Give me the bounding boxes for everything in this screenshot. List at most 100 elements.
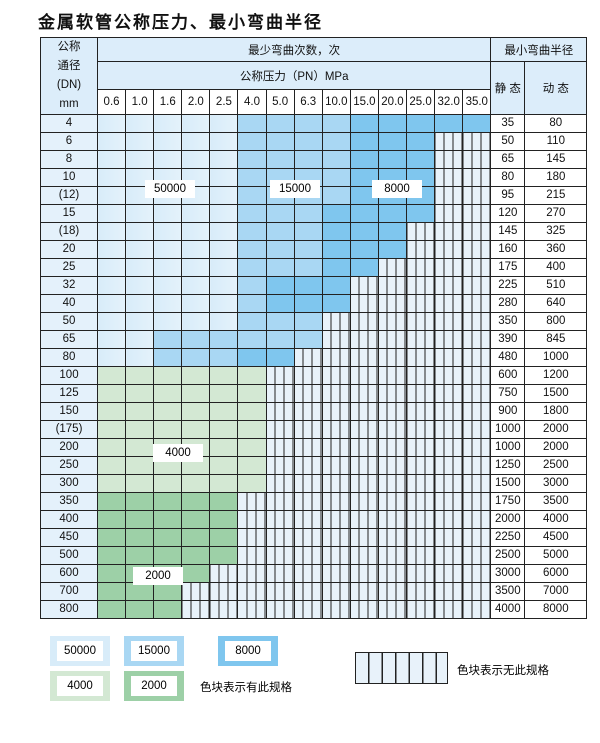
spec-cell [125, 438, 155, 457]
radius-header: 最小弯曲半径 [490, 37, 588, 62]
no-spec-cell [462, 492, 492, 511]
spec-cell [377, 132, 408, 151]
dynamic-radius-cell: 7000 [524, 582, 588, 601]
spec-cell [125, 384, 155, 403]
legend-swatch-2000: 2000 [124, 671, 184, 701]
table-row: 350 1750 3500 [40, 492, 588, 511]
spec-cell [96, 546, 127, 565]
spec-cell [349, 132, 379, 151]
no-spec-cell [293, 348, 323, 367]
no-spec-cell [406, 240, 436, 259]
spec-cell [321, 168, 351, 187]
no-spec-cell [293, 510, 323, 529]
spec-cell [293, 204, 323, 223]
table-row: 700 3500 7000 [40, 582, 588, 601]
spec-cell [209, 222, 239, 241]
no-spec-cell [406, 348, 436, 367]
spec-cell [434, 114, 464, 133]
no-spec-cell [349, 600, 379, 619]
no-spec-cell [377, 402, 408, 421]
no-spec-cell [434, 276, 464, 295]
spec-cell [181, 150, 211, 169]
pressure-col-header: 1.0 [125, 89, 155, 115]
spec-cell [125, 546, 155, 565]
table-row: 125 750 1500 [40, 384, 588, 403]
spec-cell [125, 276, 155, 295]
no-spec-cell [406, 258, 436, 277]
static-radius-cell: 145 [490, 222, 526, 241]
dynamic-radius-cell: 400 [524, 258, 588, 277]
dynamic-radius-cell: 8000 [524, 600, 588, 619]
no-spec-cell [434, 150, 464, 169]
no-spec-cell [265, 366, 295, 385]
no-spec-cell [434, 510, 464, 529]
spec-cell [209, 366, 239, 385]
dynamic-radius-cell: 1800 [524, 402, 588, 421]
no-spec-cell [406, 366, 436, 385]
dynamic-radius-cell: 4500 [524, 528, 588, 547]
legend-label: 50000 [57, 641, 103, 661]
spec-cell [96, 222, 127, 241]
spec-cell [293, 330, 323, 349]
dynamic-radius-cell: 1000 [524, 348, 588, 367]
spec-cell [125, 510, 155, 529]
spec-cell [153, 294, 183, 313]
no-spec-cell [462, 222, 492, 241]
no-spec-cell [237, 600, 267, 619]
no-spec-cell [293, 528, 323, 547]
no-spec-cell [462, 294, 492, 313]
no-spec-cell [265, 474, 295, 493]
static-radius-cell: 3000 [490, 564, 526, 583]
spec-cell [125, 456, 155, 475]
table-row: 400 2000 4000 [40, 510, 588, 529]
no-spec-cell [349, 366, 379, 385]
static-radius-cell: 280 [490, 294, 526, 313]
table-row: 25 175 400 [40, 258, 588, 277]
table-row: 40 280 640 [40, 294, 588, 313]
dn-cell: 800 [40, 600, 98, 619]
no-spec-cell [462, 510, 492, 529]
dn-header: 公称 通径 (DN) mm [40, 37, 98, 115]
spec-cell [265, 114, 295, 133]
static-radius-cell: 390 [490, 330, 526, 349]
spec-cell [321, 222, 351, 241]
table-row: (18) 145 325 [40, 222, 588, 241]
spec-cell [209, 384, 239, 403]
no-spec-cell [434, 258, 464, 277]
no-spec-cell [349, 402, 379, 421]
static-radius-cell: 1500 [490, 474, 526, 493]
spec-cell [293, 312, 323, 331]
spec-cell [153, 132, 183, 151]
no-spec-cell [462, 168, 492, 187]
pressure-col-header: 32.0 [434, 89, 464, 115]
spec-cell [209, 492, 239, 511]
no-spec-cell [462, 348, 492, 367]
spec-cell [96, 402, 127, 421]
no-spec-cell [462, 438, 492, 457]
static-radius-cell: 50 [490, 132, 526, 151]
no-spec-cell [434, 600, 464, 619]
spec-cell [96, 384, 127, 403]
static-radius-cell: 2000 [490, 510, 526, 529]
no-spec-cell [406, 528, 436, 547]
spec-cell [209, 402, 239, 421]
pressure-col-header: 5.0 [265, 89, 295, 115]
spec-cell [181, 474, 211, 493]
spec-cell [237, 222, 267, 241]
dn-cell: (18) [40, 222, 98, 241]
no-spec-cell [209, 582, 239, 601]
dn-cell: 400 [40, 510, 98, 529]
no-spec-cell [434, 582, 464, 601]
spec-cell [96, 294, 127, 313]
dynamic-radius-cell: 3000 [524, 474, 588, 493]
no-spec-cell [321, 510, 351, 529]
spec-cell [125, 204, 155, 223]
no-spec-cell [377, 492, 408, 511]
spec-cell [209, 258, 239, 277]
spec-cell [181, 564, 211, 583]
spec-cell [209, 456, 239, 475]
dynamic-radius-cell: 4000 [524, 510, 588, 529]
dynamic-radius-cell: 2500 [524, 456, 588, 475]
dynamic-radius-cell: 180 [524, 168, 588, 187]
no-spec-cell [181, 600, 211, 619]
